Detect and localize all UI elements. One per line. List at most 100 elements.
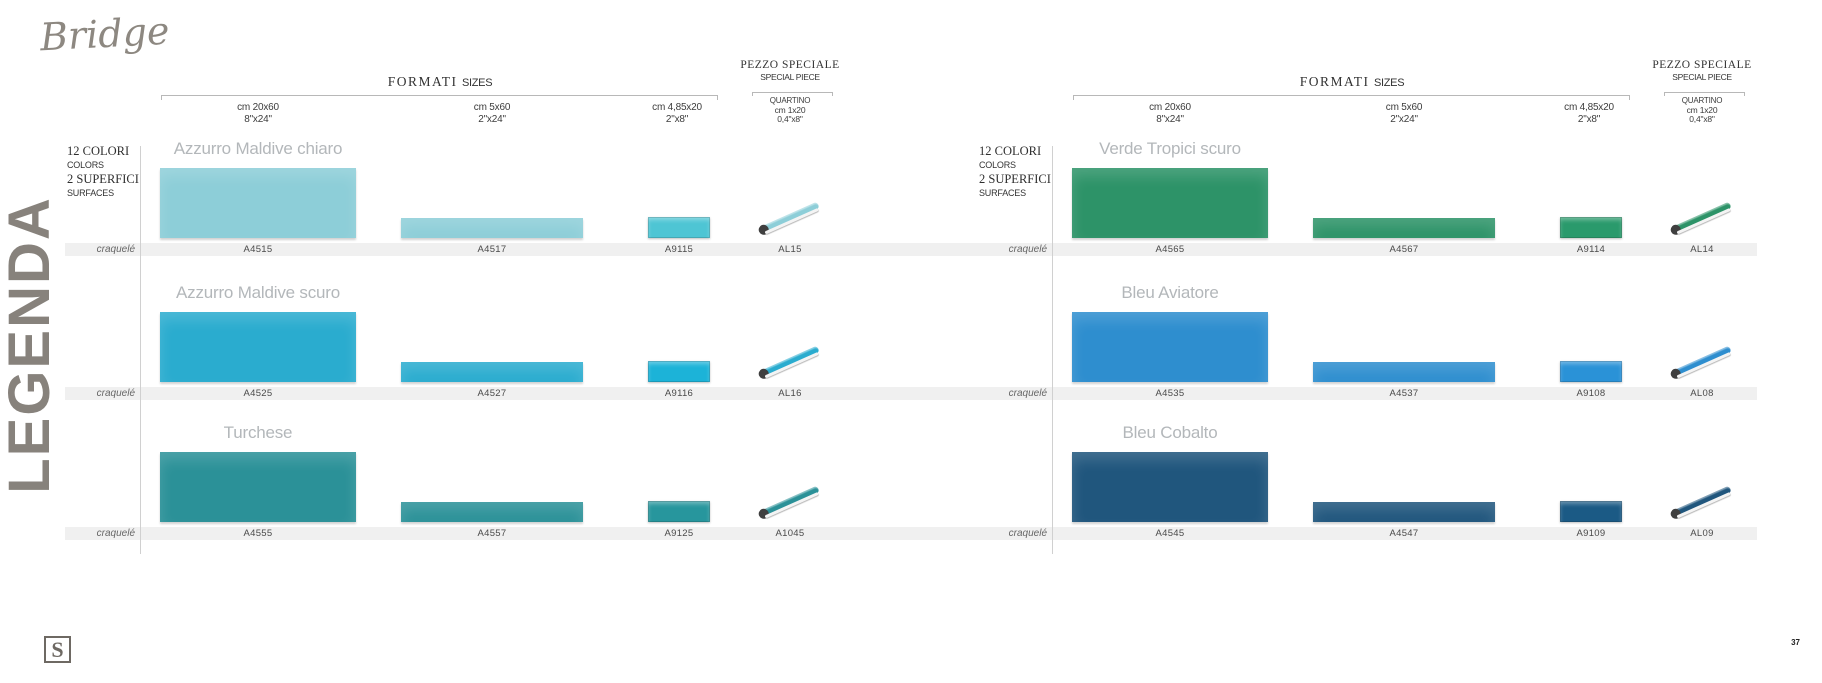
- size-col-4-85x20: cm 4,85x20 2"x8": [1529, 102, 1649, 125]
- code-quartino: AL14: [1690, 244, 1714, 255]
- code-quartino: AL15: [778, 244, 802, 255]
- tile-swatch-20x60: [1072, 168, 1268, 238]
- legenda-side-label: LEGENDA: [0, 196, 62, 494]
- tile-swatch-5x60: [401, 502, 583, 522]
- special-piece-label: SPECIAL PIECE: [1672, 72, 1732, 82]
- tile-swatch-5x60: [1313, 218, 1495, 238]
- tile-swatch-4-85x20: [648, 361, 710, 382]
- code-5x60: A4567: [1389, 244, 1419, 255]
- tile-swatch-20x60: [160, 452, 356, 522]
- size-cm: cm 4,85x20: [652, 102, 702, 113]
- tile-swatch-4-85x20: [648, 217, 710, 238]
- color-name: Azzurro Maldive scuro: [176, 283, 340, 302]
- tile-swatch-20x60: [1072, 452, 1268, 522]
- formati-bracket: [161, 95, 718, 100]
- size-col-5x60: cm 5x60 2"x24": [1344, 102, 1464, 125]
- tile-swatch-5x60: [1313, 362, 1495, 382]
- quartino-stick-icon: [1672, 201, 1732, 234]
- surface-label: craquelé: [96, 244, 135, 255]
- tile-swatch-5x60: [401, 218, 583, 238]
- color-name: Bleu Aviatore: [1121, 283, 1219, 302]
- sizes-label: SIZES: [1373, 77, 1405, 89]
- quartino-stick-icon: [1672, 485, 1732, 518]
- code-20x60: A4535: [1155, 388, 1185, 399]
- colors-surfaces-info: 12 COLORI COLORS 2 SUPERFICI SURFACES: [979, 144, 1075, 200]
- tile-swatch-5x60: [1313, 502, 1495, 522]
- code-5x60: A4547: [1389, 528, 1419, 539]
- pezzo-bracket: [752, 92, 833, 96]
- colors-label: COLORS: [67, 160, 104, 170]
- formati-label: FORMATI: [387, 74, 458, 89]
- colors-surfaces-info: 12 COLORI COLORS 2 SUPERFICI SURFACES: [67, 144, 163, 200]
- code-5x60: A4537: [1389, 388, 1419, 399]
- code-bar-row2: [65, 387, 1757, 400]
- quartino-name: QUARTINO: [769, 96, 811, 105]
- code-5x60: A4517: [477, 244, 507, 255]
- size-cm: cm 4,85x20: [1564, 102, 1614, 113]
- code-quartino: A1045: [775, 528, 805, 539]
- superfici-count: 2 SUPERFICI: [67, 172, 139, 186]
- quartino-stick-icon: [760, 345, 820, 378]
- pezzo-speciale-header: PEZZO SPECIALE SPECIAL PIECE: [1632, 59, 1772, 82]
- quartino-piece-image: [1668, 341, 1736, 385]
- quartino-piece-image: [1668, 197, 1736, 241]
- size-inch: 8"x24": [244, 113, 272, 125]
- size-inch: 2"x24": [1390, 113, 1418, 125]
- tile-swatch-20x60: [1072, 312, 1268, 382]
- size-inch: 2"x8": [1577, 113, 1601, 125]
- code-4-85x20: A9115: [664, 244, 694, 255]
- pezzo-speciale-label: PEZZO SPECIALE: [740, 59, 840, 71]
- quartino-size-label: QUARTINO cm 1x20 0,4"x8": [1632, 96, 1772, 125]
- panel-divider-line: [1052, 146, 1053, 554]
- size-col-20x60: cm 20x60 8"x24": [1110, 102, 1230, 125]
- colori-count: 12 COLORI: [979, 144, 1042, 158]
- pezzo-speciale-header: PEZZO SPECIALE SPECIAL PIECE: [720, 59, 860, 82]
- code-4-85x20: A9116: [664, 388, 694, 399]
- panel-divider-line: [140, 146, 141, 554]
- page-number: 37: [1791, 638, 1800, 647]
- surface-label: craquelé: [1008, 244, 1047, 255]
- formati-sizes-header: FORMATI SIZES: [340, 73, 540, 91]
- special-piece-label: SPECIAL PIECE: [760, 72, 820, 82]
- quartino-piece-image: [756, 341, 824, 385]
- code-20x60: A4515: [243, 244, 273, 255]
- code-4-85x20: A9114: [1576, 244, 1606, 255]
- quartino-piece-image: [756, 197, 824, 241]
- surfaces-label: SURFACES: [979, 188, 1026, 198]
- quartino-inch: 0,4"x8": [777, 114, 803, 124]
- surface-label: craquelé: [1008, 388, 1047, 399]
- collection-title: Bridge: [38, 8, 171, 60]
- tile-swatch-4-85x20: [1560, 361, 1622, 382]
- colors-label: COLORS: [979, 160, 1016, 170]
- quartino-size-label: QUARTINO cm 1x20 0,4"x8": [720, 96, 860, 125]
- size-cm: cm 5x60: [1385, 102, 1423, 113]
- size-col-20x60: cm 20x60 8"x24": [198, 102, 318, 125]
- code-5x60: A4527: [477, 388, 507, 399]
- tile-swatch-20x60: [160, 168, 356, 238]
- tile-swatch-4-85x20: [1560, 217, 1622, 238]
- size-col-5x60: cm 5x60 2"x24": [432, 102, 552, 125]
- color-name: Verde Tropici scuro: [1099, 139, 1241, 158]
- color-name: Turchese: [223, 423, 293, 442]
- quartino-inch: 0,4"x8": [1689, 114, 1715, 124]
- code-5x60: A4557: [477, 528, 507, 539]
- sizes-label: SIZES: [461, 77, 493, 89]
- code-bar-row1: [65, 243, 1757, 256]
- formati-sizes-header: FORMATI SIZES: [1252, 73, 1452, 91]
- tile-swatch-4-85x20: [648, 501, 710, 522]
- size-cm: cm 20x60: [237, 102, 279, 113]
- color-name: Azzurro Maldive chiaro: [173, 139, 343, 158]
- size-inch: 8"x24": [1156, 113, 1184, 125]
- pezzo-bracket: [1664, 92, 1745, 96]
- colori-count: 12 COLORI: [67, 144, 130, 158]
- quartino-cm: cm 1x20: [1686, 104, 1718, 115]
- quartino-piece-image: [756, 481, 824, 525]
- tile-swatch-5x60: [401, 362, 583, 382]
- logo-letter: S: [51, 637, 64, 662]
- quartino-stick-icon: [760, 201, 820, 234]
- tile-swatch-20x60: [160, 312, 356, 382]
- code-quartino: AL09: [1690, 528, 1714, 539]
- size-cm: cm 20x60: [1149, 102, 1191, 113]
- quartino-stick-icon: [760, 485, 820, 518]
